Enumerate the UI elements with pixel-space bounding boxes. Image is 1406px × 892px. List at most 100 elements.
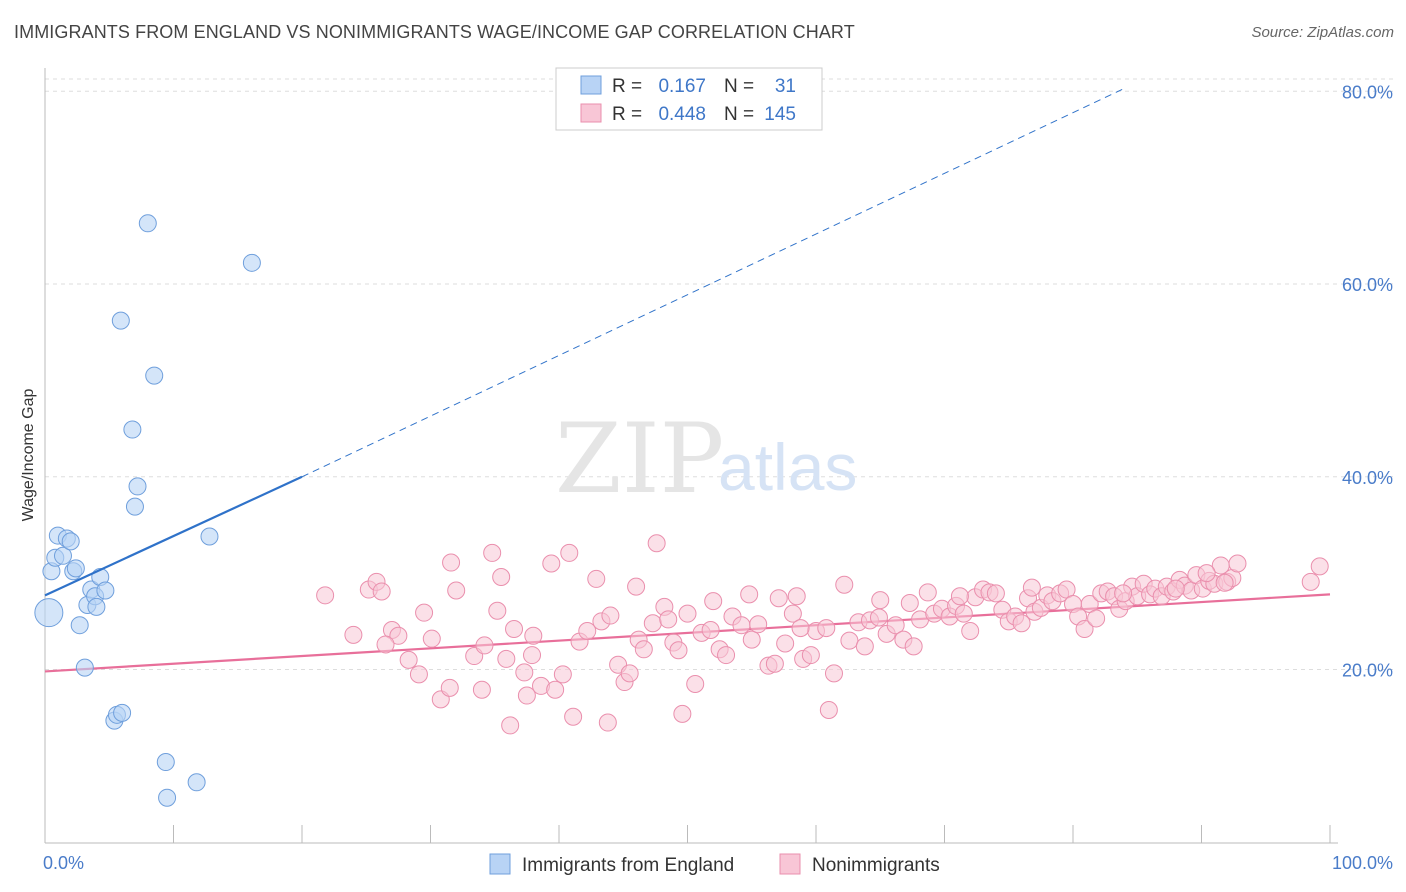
nonimmigrants-point-135 <box>505 620 524 639</box>
nonimmigrants-point-34 <box>598 713 617 732</box>
nonimmigrants-point-134 <box>475 636 494 655</box>
nonimmigrants-point-62 <box>783 604 802 623</box>
legend-r-label-1: R = <box>612 76 642 97</box>
legend-r-value-2: 0.448 <box>658 104 706 125</box>
nonimmigrants-point-17 <box>488 601 507 620</box>
england-point-23 <box>128 477 147 496</box>
england-points <box>34 214 303 807</box>
nonimmigrants-point-146 <box>1197 564 1216 583</box>
chart-title: IMMIGRANTS FROM ENGLAND VS NONIMMIGRANTS… <box>14 22 855 42</box>
nonimmigrants-point-144 <box>1114 584 1133 603</box>
nonimmigrants-point-20 <box>501 716 520 735</box>
nonimmigrants-point-92 <box>986 584 1005 603</box>
source-label: Source: ZipAtlas.com <box>1251 24 1394 41</box>
nonimmigrants-point-108 <box>1087 609 1106 628</box>
england-trend-line <box>44 475 303 597</box>
watermark: ZIP atlas <box>555 403 857 515</box>
nonimmigrants-point-79 <box>900 594 919 613</box>
watermark-atlas: atlas <box>718 430 857 504</box>
axes <box>44 68 1338 844</box>
england-trend-extension <box>301 87 1125 478</box>
legend-swatch-nonimm <box>580 103 602 123</box>
legend-n-label-2: N = <box>724 104 754 125</box>
y-tick-label-80: 80.0% <box>1342 82 1393 102</box>
nonimmigrants-point-59 <box>765 654 784 673</box>
nonimmigrants-point-12 <box>442 553 461 572</box>
england-point-21 <box>123 420 142 439</box>
bottom-legend-swatch-england <box>489 853 511 875</box>
nonimmigrants-point-141 <box>871 591 890 610</box>
england-point-24 <box>138 214 157 233</box>
legend-n-value-2: 145 <box>764 104 796 125</box>
series-legend: Immigrants from England Nonimmigrants <box>489 853 940 876</box>
nonimmigrants-point-23 <box>524 626 543 645</box>
nonimmigrants-point-133 <box>415 603 434 622</box>
nonimmigrants-point-82 <box>918 583 937 602</box>
nonimmigrants-point-70 <box>835 575 854 594</box>
nonimmigrants-point-143 <box>1022 578 1041 597</box>
nonimmigrants-point-28 <box>560 543 579 562</box>
nonimmigrants-point-0 <box>316 586 335 605</box>
nonimmigrants-point-48 <box>686 674 705 693</box>
nonimmigrants-point-132 <box>376 635 395 654</box>
nonimmigrants-point-138 <box>627 577 646 596</box>
x-tick-label-100: 100.0% <box>1332 853 1393 873</box>
nonimmigrants-point-56 <box>742 630 761 649</box>
nonimmigrants-point-77 <box>886 616 905 635</box>
england-point-27 <box>158 788 177 807</box>
nonimmigrants-point-63 <box>787 587 806 606</box>
nonimmigrants-point-60 <box>769 589 788 608</box>
nonimmigrants-point-68 <box>819 701 838 720</box>
nonimmigrants-point-139 <box>704 592 723 611</box>
nonimmigrants-point-46 <box>673 704 692 723</box>
y-tick-label-60: 60.0% <box>1342 275 1393 295</box>
nonimmigrants-point-75 <box>869 608 888 627</box>
legend-n-value-1: 31 <box>775 76 796 97</box>
nonimmigrants-point-27 <box>553 665 572 684</box>
bottom-legend-england: Immigrants from England <box>522 855 734 876</box>
nonimmigrants-point-47 <box>678 604 697 623</box>
legend-swatch-england <box>580 75 602 95</box>
nonimmigrants-point-50 <box>701 621 720 640</box>
england-point-6 <box>61 532 80 551</box>
england-point-9 <box>70 616 89 635</box>
england-point-25 <box>145 366 164 385</box>
nonimmigrants-point-29 <box>564 707 583 726</box>
x-tick-label-0: 0.0% <box>43 853 84 873</box>
nonimmigrants-point-67 <box>817 619 836 638</box>
nonimmigrants-point-73 <box>855 637 874 656</box>
watermark-zip: ZIP <box>555 403 724 515</box>
nonimmigrants-point-16 <box>483 543 502 562</box>
nonimmigrants-point-1 <box>344 625 363 644</box>
nonimmigrants-point-140 <box>791 619 810 638</box>
nonimmigrants-point-37 <box>620 664 639 683</box>
bottom-legend-nonimmigrants: Nonimmigrants <box>812 855 940 876</box>
england-point-30 <box>242 253 261 272</box>
nonimmigrants-point-31 <box>578 621 597 640</box>
england-point-26 <box>156 753 175 772</box>
nonimmigrants-point-148 <box>1228 554 1247 573</box>
nonimmigrants-point-65 <box>801 646 820 665</box>
correlation-legend: R = 0.167 N = 31 R = 0.448 N = 145 <box>555 67 823 131</box>
england-point-29 <box>200 527 219 546</box>
nonimmigrants-point-145 <box>1166 579 1185 598</box>
nonimmigrants-point-88 <box>961 621 980 640</box>
nonimmigrants-point-25 <box>542 554 561 573</box>
nonimmigrants-point-55 <box>740 585 759 604</box>
england-point-28 <box>187 773 206 792</box>
nonimmigrants-point-54 <box>732 616 751 635</box>
nonimmigrants-point-61 <box>776 634 795 653</box>
nonimmigrants-point-87 <box>954 604 973 623</box>
nonimmigrants-point-8 <box>409 665 428 684</box>
nonimmigrants-point-80 <box>904 637 923 656</box>
nonimmigrants-point-26 <box>546 680 565 699</box>
england-point-22 <box>125 497 144 516</box>
y-axis-label: Wage/Income Gap <box>20 389 37 522</box>
nonimmigrants-point-32 <box>587 569 606 588</box>
nonimmigrants-point-106 <box>1075 620 1094 639</box>
legend-n-label-1: N = <box>724 76 754 97</box>
nonimmigrants-point-69 <box>824 664 843 683</box>
england-point-16 <box>96 581 115 600</box>
nonimmigrants-point-149 <box>1310 557 1329 576</box>
